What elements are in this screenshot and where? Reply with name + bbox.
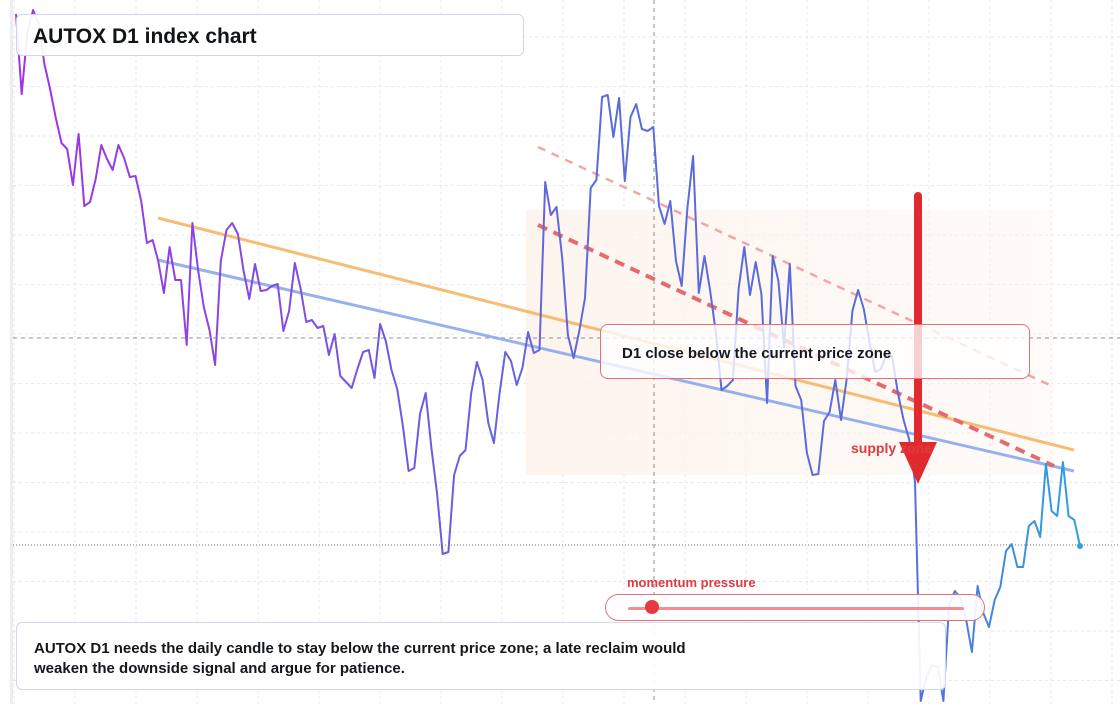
momentum-label: momentum pressure: [627, 575, 756, 590]
momentum-gauge: [605, 594, 985, 621]
supply-zone-label: supply zone: [851, 440, 932, 456]
chart-title: AUTOX D1 index chart: [33, 25, 257, 48]
momentum-track: [628, 607, 964, 610]
price-scale-strip: [10, 0, 13, 704]
price-zone-label: D1 close below the current price zone: [622, 345, 892, 362]
momentum-marker: [644, 600, 659, 614]
chart-title-box: AUTOX D1 index chart: [16, 14, 524, 56]
annotation-note: AUTOX D1 needs the daily candle to stay …: [34, 640, 686, 677]
last-price-dot: [1077, 543, 1083, 549]
channel-lower-dashed: [537, 223, 1055, 468]
annotation-note-box: AUTOX D1 needs the daily candle to stay …: [16, 622, 946, 690]
price-zone-label-box: D1 close below the current price zone: [600, 324, 1030, 379]
down-arrow-head: [899, 442, 937, 484]
channel-upper-dashed: [537, 145, 1055, 389]
price-series-line: [15, 9, 1081, 702]
